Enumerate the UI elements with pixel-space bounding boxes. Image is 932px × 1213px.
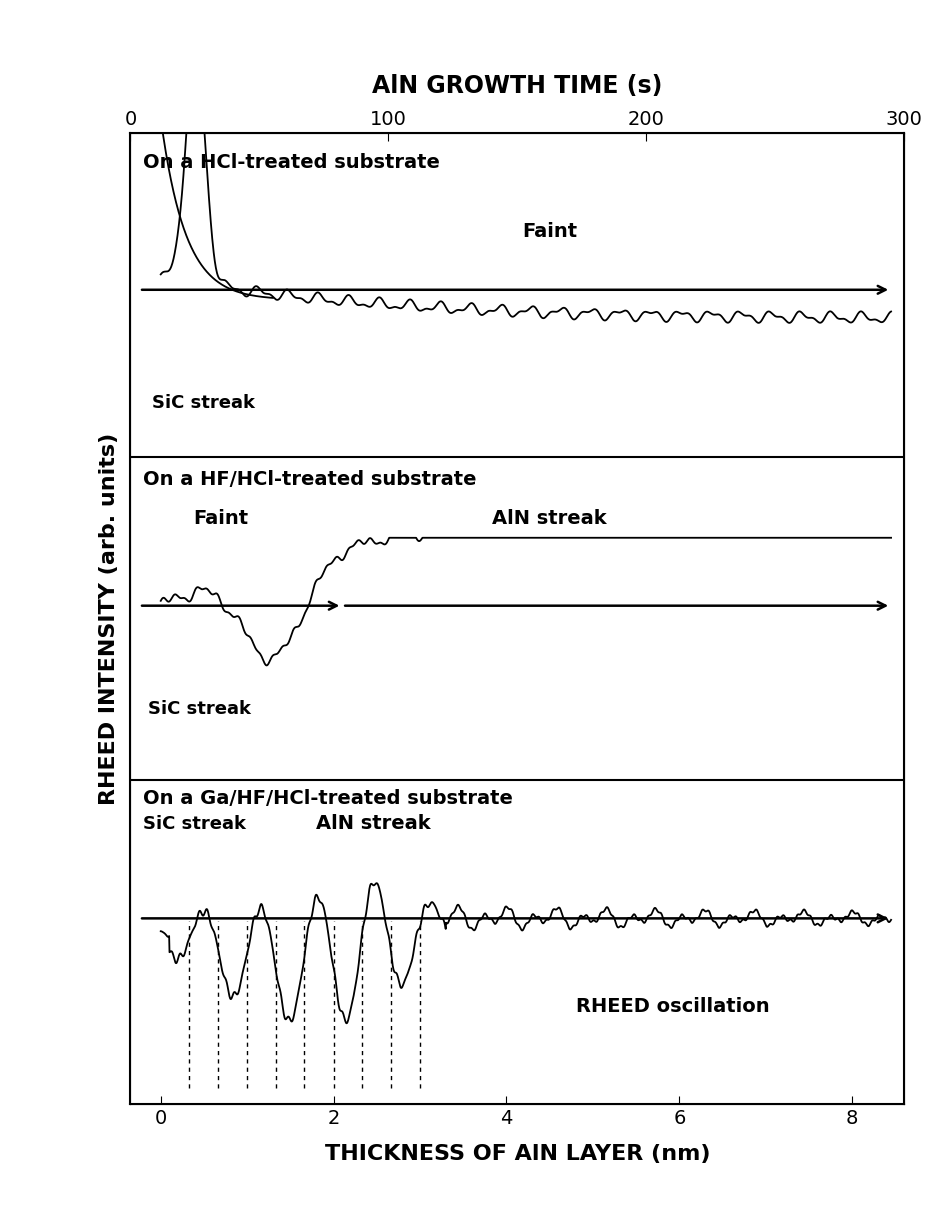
Text: SiC streak: SiC streak [148, 700, 251, 718]
Text: Faint: Faint [522, 222, 577, 241]
Y-axis label: RHEED INTENSITY (arb. units): RHEED INTENSITY (arb. units) [100, 433, 119, 804]
Text: SiC streak: SiC streak [152, 394, 255, 412]
X-axis label: THICKNESS OF AlN LAYER (nm): THICKNESS OF AlN LAYER (nm) [324, 1144, 710, 1164]
Text: AlN streak: AlN streak [316, 814, 431, 833]
Text: On a Ga/HF/HCl-treated substrate: On a Ga/HF/HCl-treated substrate [144, 788, 514, 808]
Text: AlN streak: AlN streak [492, 508, 607, 528]
Text: On a HCl-treated substrate: On a HCl-treated substrate [144, 153, 440, 172]
Text: On a HF/HCl-treated substrate: On a HF/HCl-treated substrate [144, 469, 477, 489]
Text: RHEED oscillation: RHEED oscillation [576, 997, 769, 1016]
X-axis label: AlN GROWTH TIME (s): AlN GROWTH TIME (s) [372, 74, 663, 98]
Text: Faint: Faint [194, 508, 249, 528]
Text: SiC streak: SiC streak [144, 815, 246, 833]
